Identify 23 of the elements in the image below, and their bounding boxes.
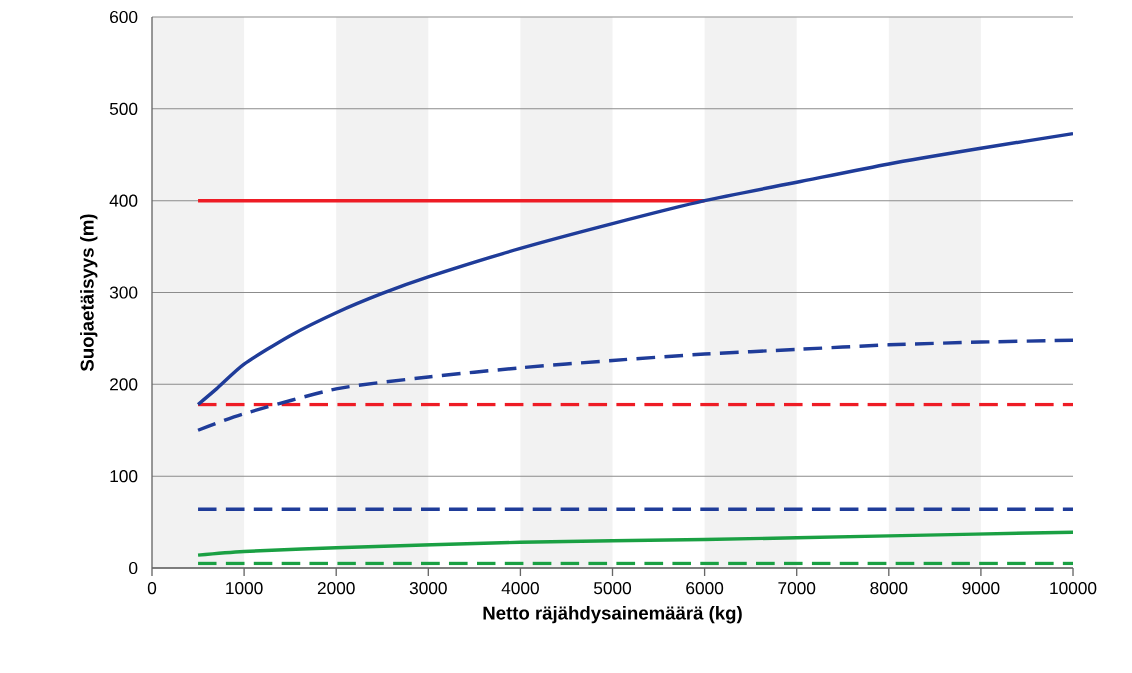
x-tick-label: 1000 [226, 581, 263, 595]
line-series [196, 530, 1074, 557]
x-tick-label: 4000 [501, 581, 539, 595]
line-series [196, 338, 1074, 432]
y-tick-label: 200 [110, 378, 138, 391]
y-tick-label: 400 [109, 194, 138, 207]
y-tick-label: 0 [129, 561, 138, 575]
x-tick-label: 7000 [778, 581, 816, 595]
x-tick-label: 6000 [686, 581, 724, 595]
x-tick-label: 5000 [593, 581, 632, 595]
y-tick-label: 100 [110, 470, 138, 483]
line-series [196, 131, 1074, 407]
x-tick-label: 2000 [317, 581, 355, 595]
y-tick-label: 300 [109, 286, 138, 299]
y-axis-title: Suojaetäisyys (m) [80, 214, 98, 372]
x-tick-label: 10000 [1050, 581, 1097, 595]
x-tick-label: 8000 [870, 581, 908, 595]
y-tick-label: 600 [110, 10, 138, 24]
x-tick-label: 0 [147, 581, 157, 595]
x-tick-label: 9000 [962, 581, 1000, 595]
x-tick-label: 3000 [409, 581, 447, 595]
x-axis-title: Netto räjähdysainemäärä (kg) [483, 605, 742, 624]
y-tick-label: 500 [109, 102, 138, 115]
